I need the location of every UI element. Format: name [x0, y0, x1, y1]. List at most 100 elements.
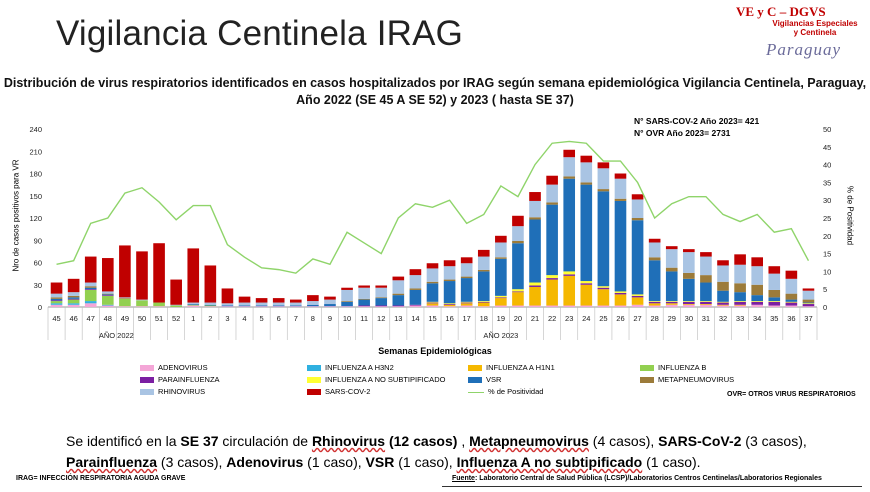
- bar-segment: [717, 304, 729, 306]
- bar-segment: [785, 278, 798, 294]
- legend-label: INFLUENZA A NO SUBTIPIFICADO: [325, 375, 446, 384]
- bar-segment: [50, 304, 63, 307]
- bar-segment: [221, 306, 234, 307]
- bar-segment: [324, 306, 336, 307]
- bar-segment: [324, 304, 336, 307]
- bar-segment: [717, 305, 729, 307]
- bar-segment: [734, 301, 746, 302]
- bar-segment: [580, 281, 593, 284]
- bar-segment: [734, 304, 746, 306]
- bar-segment: [84, 286, 97, 288]
- bar-segment: [495, 305, 507, 307]
- bar-segment: [84, 256, 97, 283]
- x-tick-label: 33: [736, 314, 744, 323]
- bar-segment: [426, 283, 439, 302]
- bar-segment: [307, 295, 319, 302]
- bar-segment: [683, 304, 695, 307]
- bar-segment: [734, 305, 746, 307]
- bar-segment: [648, 242, 661, 258]
- legend-swatch: [468, 391, 484, 393]
- y2-tick-label: 25: [823, 214, 831, 223]
- y2-tick-label: 30: [823, 196, 831, 205]
- bar-segment: [768, 301, 781, 302]
- bar-segment: [529, 217, 541, 220]
- bar-segment: [153, 243, 165, 303]
- bar-segment: [392, 293, 405, 296]
- x-tick-label: 14: [411, 314, 419, 323]
- bar-segment: [648, 257, 661, 261]
- bar-segment: [597, 286, 610, 288]
- x-tick-label: 50: [138, 314, 146, 323]
- bar-segment: [443, 266, 456, 280]
- x-tick-label: 11: [360, 314, 368, 323]
- bar-segment: [802, 303, 815, 305]
- bar-segment: [255, 306, 268, 307]
- bar-segment: [648, 301, 661, 304]
- x-axis-label: Semanas Epidemiológicas: [378, 346, 492, 356]
- legend-label: INFLUENZA A H1N1: [486, 363, 555, 372]
- bar-segment: [614, 294, 627, 306]
- bar-segment: [170, 305, 182, 307]
- x-tick-label: 35: [770, 314, 778, 323]
- bar-segment: [255, 302, 268, 306]
- bar-segment: [495, 242, 507, 258]
- bar-segment: [119, 298, 131, 307]
- bar-segment: [512, 215, 524, 227]
- bar-segment: [272, 302, 285, 306]
- y2-tick-label: 45: [823, 143, 831, 152]
- bar-segment: [477, 256, 490, 270]
- x-tick-label: 12: [377, 314, 385, 323]
- bar-segment: [358, 285, 370, 288]
- bar-segment: [204, 304, 217, 306]
- bar-segment: [700, 301, 712, 302]
- bar-segment: [409, 275, 422, 289]
- stacked-bar-chart: 0306090120150180210240051015202530354045…: [29, 125, 831, 340]
- bar-segment: [563, 274, 576, 276]
- bar-segment: [187, 304, 200, 305]
- x-tick-label: 5: [260, 314, 264, 323]
- bar-segment: [50, 303, 63, 305]
- legend-label: PARAINFLUENZA: [158, 375, 220, 384]
- bar-segment: [477, 269, 490, 272]
- bar-segment: [187, 302, 200, 305]
- bar-segment: [665, 246, 678, 250]
- bar-segment: [50, 301, 63, 304]
- bar-segment: [580, 284, 593, 306]
- bar-segment: [136, 306, 148, 307]
- legend-swatch: [307, 389, 321, 396]
- chart-title: Distribución de virus respiratorios iden…: [3, 76, 867, 107]
- bar-segment: [631, 295, 644, 298]
- positivity-line: [56, 140, 810, 274]
- bar-segment: [50, 293, 63, 298]
- x-tick-label: 18: [480, 314, 488, 323]
- bar-segment: [614, 291, 627, 293]
- bar-segment: [204, 306, 217, 307]
- bar-segment: [460, 301, 473, 303]
- bar-segment: [751, 266, 763, 285]
- bar-segment: [597, 162, 610, 169]
- bar-segment: [50, 282, 63, 294]
- bar-segment: [563, 275, 576, 306]
- bar-segment: [785, 302, 798, 306]
- x-tick-label: 30: [685, 314, 693, 323]
- bar-segment: [785, 270, 798, 279]
- bar-segment: [700, 282, 712, 302]
- bar-segment: [563, 176, 576, 179]
- bar-segment: [426, 303, 439, 306]
- y2-tick-label: 0: [823, 303, 827, 312]
- legend-swatch: [640, 377, 654, 384]
- bar-segment: [84, 289, 97, 290]
- bar-segment: [255, 298, 268, 303]
- bar-segment: [580, 155, 593, 163]
- x-tick-label: 19: [497, 314, 505, 323]
- bar-segment: [512, 292, 524, 306]
- y2-tick-label: 20: [823, 232, 831, 241]
- legend-item: RHINOVIRUS: [140, 387, 205, 396]
- bar-segment: [443, 279, 456, 282]
- bar-segment: [597, 168, 610, 190]
- x-tick-label: 37: [804, 314, 812, 323]
- y-tick-label: 210: [29, 147, 42, 156]
- bar-segment: [665, 301, 678, 302]
- legend-item: INFLUENZA A NO SUBTIPIFICADO: [307, 375, 445, 384]
- bar-segment: [614, 198, 627, 201]
